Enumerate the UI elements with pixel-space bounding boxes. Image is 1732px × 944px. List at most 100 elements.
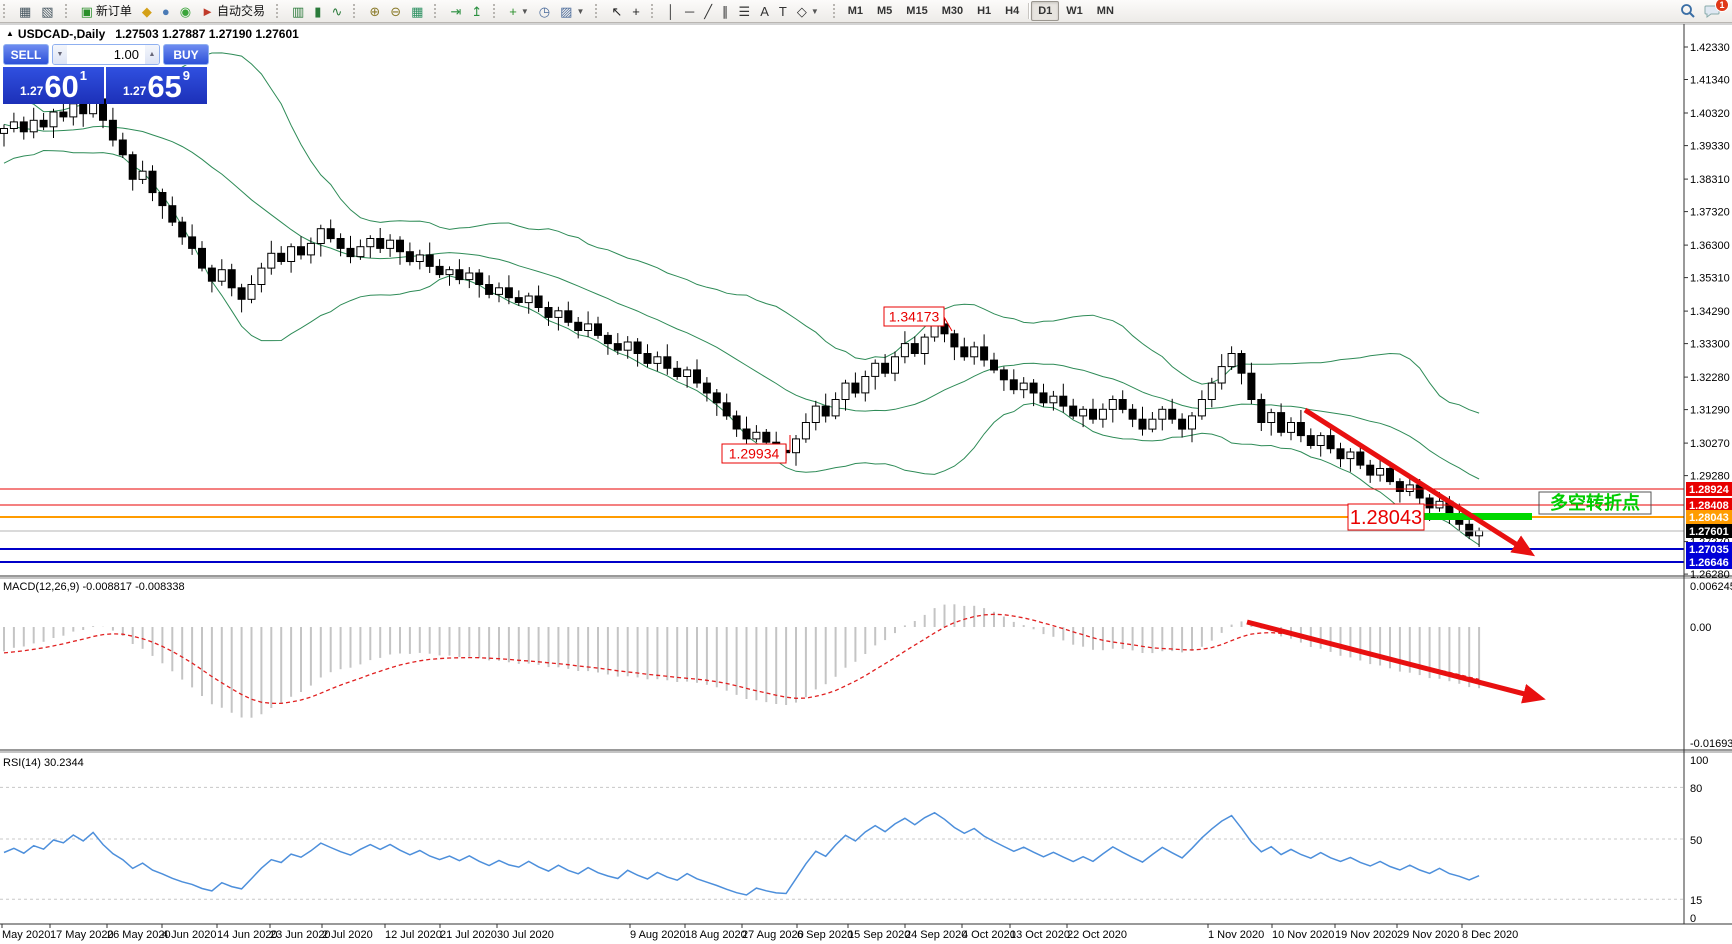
candlestick	[1346, 448, 1355, 472]
label-connector-line	[943, 316, 953, 332]
candlestick	[693, 359, 701, 388]
volume-decrease-button[interactable]: ▼	[53, 45, 67, 64]
market-watch-button[interactable]: ●	[157, 1, 175, 22]
zoom-in-button[interactable]: ⊕	[364, 1, 385, 22]
candlestick	[178, 216, 187, 245]
timeframe-button-w1[interactable]: W1	[1066, 5, 1083, 17]
collapse-triangle-icon[interactable]: ▲	[6, 29, 14, 38]
chart-wizard-button[interactable]: ◆	[137, 1, 157, 22]
candlestick	[1217, 354, 1226, 390]
volume-increase-button[interactable]: ▲	[145, 45, 159, 64]
ask-quote[interactable]: 1.27 65 9	[106, 67, 207, 104]
sell-button[interactable]: SELL	[3, 44, 49, 65]
notifications-icon[interactable]: 1	[1704, 0, 1729, 19]
volume-input[interactable]: 1.00	[113, 47, 139, 62]
autotrade-button[interactable]: ► 自动交易	[196, 1, 270, 22]
date-label: 15 Sep 2020	[848, 929, 910, 941]
price-annotation-label[interactable]: 1.34173	[883, 306, 945, 327]
price-annotation-label[interactable]: 1.28043	[1347, 503, 1425, 531]
candlestick	[306, 237, 315, 264]
zoom-out-button[interactable]: ⊖	[385, 1, 406, 22]
timeframe-button-h1[interactable]: H1	[977, 5, 992, 17]
vertical-line-button[interactable]: │	[662, 1, 680, 22]
green-highlight-bar[interactable]	[1424, 513, 1532, 520]
candlestick	[574, 317, 583, 339]
timeframe-button-d1[interactable]: D1	[1031, 1, 1060, 21]
candlestick-button[interactable]: ▮	[309, 1, 326, 22]
search-icon[interactable]	[1680, 3, 1696, 19]
new-order-label: 新订单	[95, 3, 132, 18]
candlestick	[1188, 412, 1196, 443]
templates-button[interactable]: ▨ ▼	[555, 1, 589, 22]
shapes-button[interactable]: ◇ ▼	[792, 1, 824, 22]
buy-button[interactable]: BUY	[163, 44, 209, 65]
candlestick	[851, 372, 860, 398]
crosshair-button[interactable]: +	[627, 1, 645, 22]
trend-arrow-price[interactable]	[1303, 407, 1536, 557]
drawing-objects[interactable]: 1.34173 1.29934 1.28043 多空转折点	[721, 306, 1652, 704]
line-chart-button[interactable]: ∿	[326, 1, 347, 22]
profiles-button[interactable]: ▧	[36, 1, 58, 22]
periods-button[interactable]: ◷	[534, 1, 555, 22]
candlestick	[435, 259, 444, 278]
fibonacci-button[interactable]: ☰	[734, 1, 756, 22]
main-toolbar: ▦ ▧ ▣ 新订单 ◆ ● ◉ ► 自动交易 ▥ ▮ ∿ ⊕ ⊖ ▦ ⇥ ↥ + ▼ ◷ ▨ ▼ ↖ + │ ─ ╱ ∥ ☰ A T ◇ ▼ M…	[0, 0, 1732, 23]
candlestick	[207, 264, 216, 293]
date-label: 17 May 2020	[50, 929, 114, 941]
trendline-button[interactable]: ╱	[699, 1, 717, 22]
new-order-button[interactable]: ▣ 新订单	[76, 1, 137, 22]
chart-title: ▲ USDCAD-,Daily 1.27503 1.27887 1.27190 1.…	[6, 27, 299, 41]
timeframe-button-m15[interactable]: M15	[906, 5, 928, 17]
toolbar-grip	[434, 4, 439, 18]
timeframe-button-mn[interactable]: MN	[1096, 5, 1114, 17]
candlestick	[554, 306, 563, 331]
candlestick	[396, 236, 404, 265]
candlestick	[386, 234, 395, 257]
scroll-to-end-button[interactable]: ⇥	[445, 1, 466, 22]
zoom-out-icon: ⊖	[390, 3, 402, 19]
timeframe-button-m1[interactable]: M1	[847, 5, 864, 17]
volume-stepper[interactable]: ▼ 1.00 ▲	[52, 44, 160, 65]
tile-windows-button[interactable]: ▦	[406, 1, 428, 22]
candlestick	[871, 359, 880, 390]
trendline-icon: ╱	[704, 3, 713, 19]
add-indicator-button[interactable]: + ▼	[504, 1, 534, 22]
price-tick-label: 1.34290	[1690, 306, 1730, 318]
price-annotation-label[interactable]: 1.29934	[721, 443, 787, 464]
toolbar-grip	[64, 4, 70, 18]
svg-text:1.28408: 1.28408	[1689, 500, 1729, 512]
cursor-button[interactable]: ↖	[606, 1, 627, 22]
trend-arrow-macd[interactable]	[1246, 619, 1546, 704]
macd-scale-label: -0.016933	[1690, 738, 1732, 750]
notification-badge: 1	[1715, 0, 1729, 12]
chart-shift-button[interactable]: ↥	[466, 1, 487, 22]
candlestick	[1168, 398, 1177, 424]
channel-button[interactable]: ∥	[717, 1, 734, 22]
rsi-scale-label: 0	[1690, 913, 1696, 925]
timeframe-button-m5[interactable]: M5	[877, 5, 893, 17]
market-watch-icon: ●	[161, 3, 170, 19]
price-tag-1.27035: 1.27035	[1686, 542, 1732, 556]
text-button[interactable]: A	[755, 1, 774, 22]
candlestick	[970, 341, 979, 365]
toolbar-grip	[650, 4, 656, 18]
bar-chart-button[interactable]: ▥	[287, 1, 309, 22]
cn-note-label[interactable]: 多空转折点	[1538, 491, 1652, 515]
svg-text:1.27601: 1.27601	[1689, 526, 1729, 538]
bid-quote[interactable]: 1.27 60 1	[3, 67, 104, 104]
timeframe-button-h4[interactable]: H4	[1005, 5, 1020, 17]
signals-button[interactable]: ◉	[175, 1, 196, 22]
timeframe-button-m30[interactable]: M30	[941, 5, 964, 17]
new-chart-button[interactable]: ▦	[14, 1, 36, 22]
horizontal-line-button[interactable]: ─	[680, 1, 699, 22]
price-tick-label: 1.26280	[1690, 569, 1730, 581]
candlestick	[0, 124, 8, 147]
text-label-button[interactable]: T	[774, 1, 792, 22]
macd-scale-label: 0.006245	[1690, 581, 1732, 593]
macd-scale-label: 0.00	[1690, 622, 1711, 634]
date-label: 21 Jul 2020	[440, 929, 497, 941]
chevron-down-icon: ▼	[520, 6, 529, 16]
candlestick	[237, 283, 246, 313]
horizontal-level-lines[interactable]	[0, 488, 1684, 563]
